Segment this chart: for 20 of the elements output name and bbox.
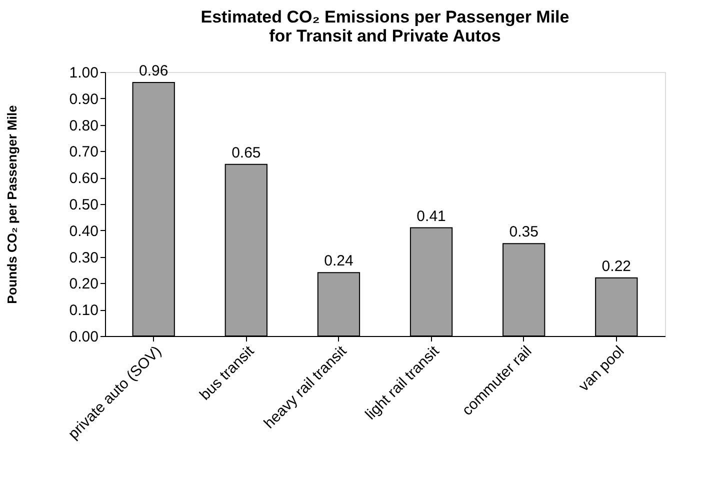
data-label: 0.22 xyxy=(602,258,632,275)
text: for Transit and Private Autos xyxy=(269,26,501,46)
y-tick-label: 0.60 xyxy=(69,170,98,188)
y-tick-label: 0.10 xyxy=(69,302,98,320)
y-tick-label: 1.00 xyxy=(69,64,98,82)
data-label: 0.24 xyxy=(324,252,354,270)
y-tick-label: 0.80 xyxy=(69,117,98,134)
y-tick-label: 0.40 xyxy=(69,222,98,240)
y-tick-label: 0.90 xyxy=(69,90,98,108)
data-label: 0.35 xyxy=(509,224,538,241)
y-tick-label: 0.70 xyxy=(69,144,98,161)
y-tick-label: 0.20 xyxy=(69,276,98,293)
y-tick-label: 0.30 xyxy=(69,249,98,266)
data-label: 0.96 xyxy=(138,62,168,80)
y-tick-label: 0.50 xyxy=(69,196,98,214)
y-axis-title: Pounds CO₂ per Passenger Mile xyxy=(4,105,20,304)
text: Estimated CO₂ Emissions per Passenger Mile xyxy=(200,8,570,27)
y-tick-label: 0.00 xyxy=(69,328,98,346)
data-label: 0.41 xyxy=(416,208,446,225)
data-label: 0.65 xyxy=(232,144,261,162)
